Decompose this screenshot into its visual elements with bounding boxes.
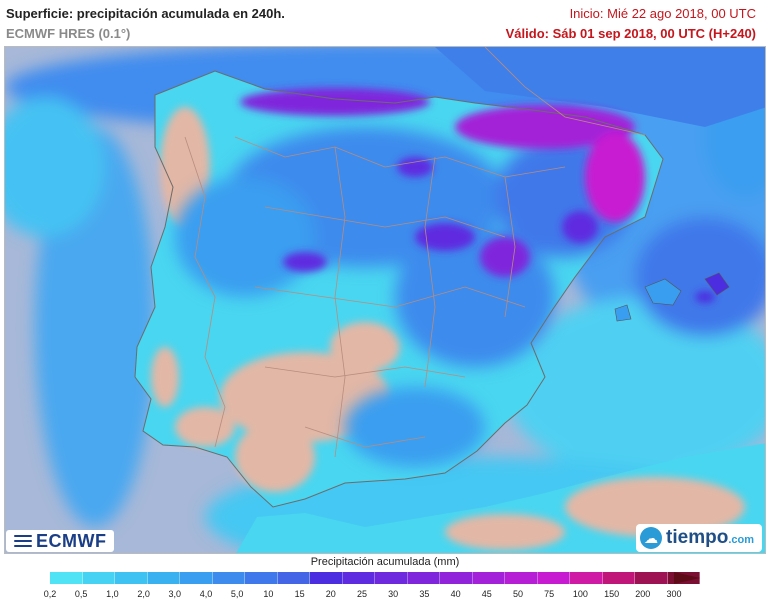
legend-color-cell	[277, 572, 310, 584]
legend-tick-label: 2,0	[137, 589, 150, 599]
legend-tick-label: 1,0	[106, 589, 119, 599]
legend-color-cell	[570, 572, 603, 584]
legend-color-cell	[635, 572, 668, 584]
legend-title: Precipitación acumulada (mm)	[310, 556, 460, 568]
legend-tick-label: 0,2	[43, 589, 57, 599]
map-canvas	[5, 47, 765, 553]
legend-color-cell	[407, 572, 440, 584]
legend-tick-label: 300	[666, 589, 682, 599]
legend-color-cell	[180, 572, 213, 584]
model-label: ECMWF HRES (0.1°)	[6, 26, 131, 41]
legend-tick-label: 50	[512, 589, 524, 599]
legend-tick-label: 25	[356, 589, 368, 599]
legend-tick-label: 20	[325, 589, 336, 599]
legend-color-cell	[147, 572, 180, 584]
tiempo-logo: ☁ tiempo.com	[636, 524, 762, 552]
legend-tick-label: 150	[604, 589, 620, 599]
legend-color-cell	[310, 572, 343, 584]
legend-tick-label: 35	[419, 589, 430, 599]
legend-tick-label: 3,0	[168, 589, 182, 599]
legend-tick-label: 200	[635, 589, 651, 599]
map-header: Superficie: precipitación acumulada en 2…	[0, 0, 770, 46]
legend-color-cell	[505, 572, 538, 584]
france	[435, 47, 765, 127]
legend-tick-label: 15	[294, 589, 305, 599]
legend-tick-label: 75	[544, 589, 555, 599]
legend-color-cell	[375, 572, 408, 584]
legend-tick-label: 30	[388, 589, 399, 599]
legend-color-scale	[50, 572, 700, 584]
legend-tick-label: 4,0	[199, 589, 213, 599]
legend-color-cell	[245, 572, 278, 584]
legend-tick-label: 100	[572, 589, 588, 599]
legend-color-cell	[602, 572, 635, 584]
legend-color-cell	[537, 572, 570, 584]
ecmwf-mark-icon	[14, 534, 32, 548]
legend-ticks: 0,2 0,5 1,0 2,0 3,0 4,0 5,0 10 15 20 25 30 35 40 45 50 7…	[0, 589, 770, 601]
legend-color-cell	[50, 572, 83, 584]
init-time: Inicio: Mié 22 ago 2018, 00 UTC	[569, 6, 756, 21]
tiempo-cloud-icon: ☁	[640, 527, 663, 549]
legend-tick-label: 0,5	[74, 589, 88, 599]
precipitation-map[interactable]	[4, 46, 766, 554]
legend-color-cell	[82, 572, 115, 584]
legend-color-cell	[472, 572, 505, 584]
legend-tick-label: 40	[450, 589, 461, 599]
legend-color-cell	[212, 572, 245, 584]
borders	[134, 47, 664, 508]
balearic-islands	[614, 272, 730, 322]
heavy-precipitation	[240, 88, 715, 303]
legend-color-cell	[440, 572, 473, 584]
ecmwf-logo: ECMWF	[6, 530, 115, 552]
valid-time: Válido: Sáb 01 sep 2018, 00 UTC (H+240)	[505, 26, 756, 41]
legend-overflow-arrow	[674, 572, 700, 584]
ecmwf-logo-text: ECMWF	[36, 530, 107, 551]
legend-tick-label: 5,0	[230, 589, 244, 599]
tiempo-brand: tiempo.com	[666, 527, 754, 548]
map-title: Superficie: precipitación acumulada en 2…	[6, 6, 285, 21]
legend-color-cell	[115, 572, 148, 584]
legend-color-cell	[342, 572, 375, 584]
legend-tick-label: 10	[263, 589, 274, 599]
legend-tick-label: 45	[481, 589, 492, 599]
